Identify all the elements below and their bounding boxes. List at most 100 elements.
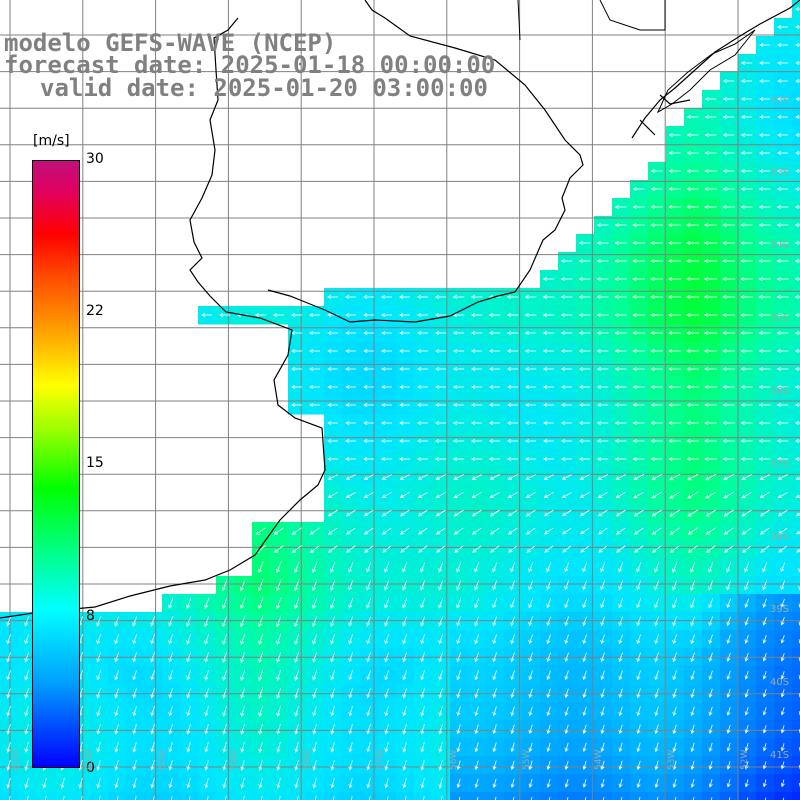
wind-arrow — [794, 348, 800, 354]
wind-arrow — [600, 652, 605, 663]
wind-arrow — [366, 561, 372, 573]
wind-arrow — [96, 760, 101, 771]
wind-arrow — [438, 616, 444, 627]
wind-arrow — [776, 366, 789, 372]
wind-arrow — [345, 384, 356, 390]
wind-arrow — [759, 114, 771, 120]
wind-arrow — [435, 509, 446, 517]
wind-arrow — [530, 796, 533, 800]
wind-arrow — [582, 688, 587, 699]
wind-arrow — [348, 670, 353, 681]
wind-arrow — [596, 312, 609, 318]
wind-arrow — [384, 688, 389, 699]
wind-arrow — [348, 778, 353, 789]
wind-arrow — [276, 741, 281, 753]
wind-arrow — [597, 509, 608, 517]
coastline — [0, 0, 800, 619]
wind-arrow — [528, 634, 533, 645]
wind-arrow — [618, 778, 623, 788]
wind-arrow — [654, 598, 660, 609]
wind-arrow — [722, 420, 735, 426]
wind-arrow — [456, 652, 461, 663]
wind-arrow — [650, 312, 664, 318]
wind-arrow — [258, 723, 263, 735]
wind-arrow — [524, 330, 537, 336]
wind-arrow — [348, 579, 354, 591]
wind-arrow — [258, 615, 264, 628]
wind-arrow — [546, 742, 551, 753]
wind-arrow — [417, 348, 429, 354]
lon-label-61w: 61W — [85, 749, 95, 770]
wind-arrow — [363, 366, 374, 372]
wind-arrow — [722, 204, 735, 210]
wind-arrow — [600, 724, 605, 735]
wind-arrow — [363, 456, 375, 462]
wind-arrow — [562, 545, 572, 553]
wind-arrow — [650, 294, 664, 300]
wind-arrow — [186, 670, 191, 681]
wind-arrow — [795, 6, 800, 12]
wind-arrow — [222, 669, 228, 681]
wind-arrow — [668, 366, 681, 372]
wind-arrow — [330, 688, 335, 699]
wind-arrow — [345, 420, 356, 426]
wind-arrow — [705, 527, 716, 535]
wind-arrow — [435, 348, 447, 354]
wind-arrow — [348, 597, 354, 609]
wind-arrow — [759, 474, 770, 480]
wind-arrow — [60, 777, 65, 789]
wind-arrow — [615, 491, 626, 499]
wind-arrow — [489, 402, 501, 408]
wind-arrow — [492, 760, 497, 771]
wind-arrow — [596, 348, 609, 354]
wind-arrow — [546, 598, 552, 609]
wind-arrow — [471, 348, 483, 354]
field-cell — [792, 558, 800, 577]
field-cell — [792, 504, 800, 523]
wind-arrow — [420, 652, 425, 663]
field-cell — [792, 774, 800, 793]
wind-arrow — [614, 204, 627, 210]
wind-arrow — [470, 456, 483, 462]
wind-arrow — [795, 24, 800, 30]
wind-arrow — [312, 687, 317, 699]
wind-arrow — [330, 652, 336, 663]
wind-arrow — [632, 186, 645, 192]
wind-arrow — [525, 438, 537, 444]
wind-arrow — [704, 384, 717, 390]
wind-arrow — [78, 778, 83, 789]
wind-arrow — [650, 222, 663, 228]
wind-arrow — [222, 579, 228, 592]
wind-arrow — [312, 778, 317, 789]
wind-arrow — [690, 706, 695, 717]
wind-arrow — [273, 545, 284, 553]
wind-arrow — [656, 796, 659, 800]
wind-arrow — [188, 796, 191, 800]
wind-arrow — [794, 384, 800, 390]
wind-arrow — [758, 150, 771, 156]
wind-arrow — [345, 492, 356, 499]
wind-arrow — [686, 132, 699, 138]
wind-arrow — [780, 761, 785, 770]
wind-arrow — [114, 616, 120, 627]
wind-arrow — [489, 474, 500, 480]
wind-arrow — [204, 705, 209, 717]
wind-arrow — [672, 778, 677, 788]
wind-arrow — [744, 562, 750, 573]
wind-arrow — [294, 759, 299, 771]
wind-arrow — [168, 742, 173, 753]
wind-arrow — [399, 492, 410, 499]
wind-arrow — [492, 778, 497, 789]
wind-arrow — [456, 760, 461, 771]
wind-arrow — [687, 491, 699, 499]
wind-arrow — [471, 527, 482, 535]
wind-arrow — [132, 706, 137, 717]
wind-arrow — [399, 420, 411, 426]
wind-arrow — [618, 598, 624, 609]
wind-arrow — [794, 456, 800, 462]
wind-arrow — [276, 579, 282, 592]
wind-arrow — [80, 796, 83, 800]
wind-arrow — [132, 778, 137, 789]
lon-label-59w: 59W — [230, 749, 240, 770]
wind-arrow — [435, 420, 447, 426]
